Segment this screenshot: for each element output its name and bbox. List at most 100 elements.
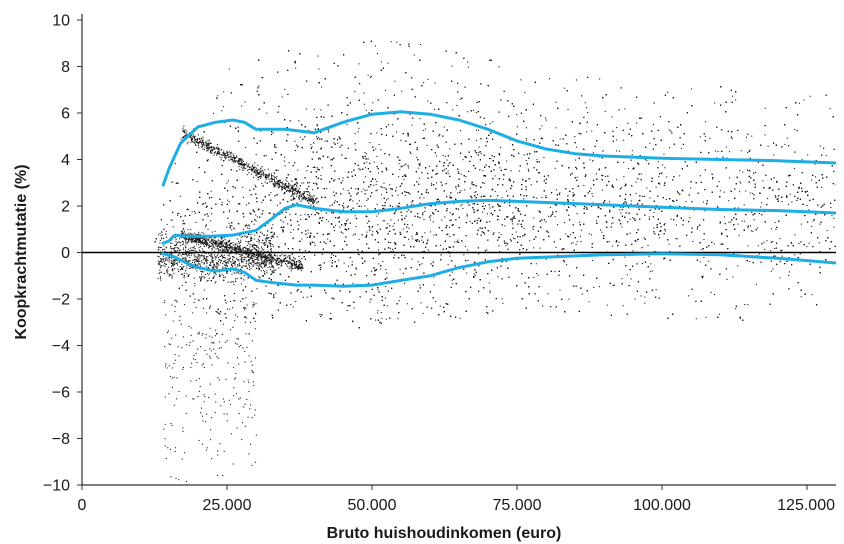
scatter-point [419, 43, 421, 45]
scatter-point [386, 305, 388, 307]
scatter-point [375, 183, 377, 185]
scatter-point [525, 159, 527, 161]
scatter-point [318, 136, 320, 138]
scatter-point [699, 261, 701, 263]
scatter-point [812, 220, 814, 222]
scatter-point [258, 242, 260, 244]
scatter-point [545, 197, 547, 199]
scatter-point [405, 236, 407, 238]
scatter-point [422, 214, 424, 216]
scatter-point [398, 159, 400, 161]
scatter-point [294, 140, 296, 142]
scatter-point [732, 276, 734, 278]
scatter-point [509, 178, 511, 180]
scatter-point [237, 223, 239, 225]
scatter-point [231, 229, 233, 231]
scatter-point [489, 221, 491, 223]
scatter-point [402, 272, 404, 274]
scatter-point [314, 209, 316, 211]
scatter-point [442, 154, 444, 156]
scatter-point [465, 176, 467, 178]
scatter-point [512, 212, 514, 214]
scatter-point [830, 207, 832, 209]
scatter-point [572, 199, 574, 201]
scatter-point [713, 243, 715, 245]
scatter-point [630, 200, 632, 202]
scatter-point [330, 312, 332, 314]
scatter-point [438, 135, 440, 137]
scatter-point [176, 246, 178, 248]
scatter-point [177, 213, 179, 215]
scatter-point [635, 240, 637, 242]
scatter-point [475, 129, 477, 131]
scatter-point [252, 166, 254, 168]
scatter-point [408, 209, 410, 211]
scatter-point [669, 251, 671, 253]
scatter-point [476, 194, 478, 196]
scatter-point [524, 233, 526, 235]
scatter-point [486, 249, 488, 251]
scatter-point [345, 157, 347, 159]
scatter-point [650, 263, 652, 265]
scatter-point [339, 226, 341, 228]
scatter-point [725, 146, 727, 148]
scatter-point [357, 188, 359, 190]
scatter-point [321, 253, 323, 255]
scatter-point [346, 124, 348, 126]
scatter-point [326, 219, 328, 221]
scatter-point [514, 217, 516, 219]
scatter-point [338, 259, 340, 261]
scatter-point [592, 152, 594, 154]
scatter-point [648, 255, 650, 257]
scatter-point [586, 131, 588, 133]
scatter-point [301, 182, 303, 184]
scatter-point [380, 311, 382, 313]
scatter-point [655, 289, 657, 291]
scatter-point [335, 224, 337, 226]
scatter-point [729, 177, 731, 179]
scatter-point [211, 196, 213, 198]
scatter-point [427, 78, 429, 80]
scatter-point [235, 278, 237, 280]
scatter-point [392, 124, 394, 126]
scatter-point [333, 191, 335, 193]
scatter-point [413, 54, 415, 56]
scatter-point [708, 260, 710, 262]
scatter-point [228, 211, 230, 213]
scatter-point [232, 242, 234, 244]
scatter-point [775, 228, 777, 230]
scatter-point [259, 235, 261, 237]
scatter-point [460, 190, 462, 192]
scatter-point [589, 159, 591, 161]
scatter-point [668, 243, 670, 245]
scatter-point [295, 265, 297, 267]
scatter-point [591, 234, 593, 236]
scatter-point [703, 239, 705, 241]
scatter-point [385, 285, 387, 287]
scatter-point [509, 239, 511, 241]
scatter-point [342, 177, 344, 179]
scatter-point [486, 213, 488, 215]
scatter-point [467, 111, 469, 113]
scatter-point [217, 95, 219, 97]
scatter-point [653, 227, 655, 229]
scatter-point [446, 234, 448, 236]
scatter-point [334, 194, 336, 196]
scatter-point [484, 233, 486, 235]
scatter-point [245, 204, 247, 206]
scatter-point [380, 61, 382, 63]
scatter-point [658, 161, 660, 163]
scatter-point [646, 159, 648, 161]
scatter-point [545, 195, 547, 197]
scatter-point [402, 176, 404, 178]
scatter-point [691, 88, 693, 90]
scatter-point [699, 175, 701, 177]
scatter-point [348, 171, 350, 173]
scatter-point [342, 232, 344, 234]
scatter-point [483, 182, 485, 184]
scatter-point [298, 255, 300, 257]
scatter-point [752, 230, 754, 232]
scatter-point [227, 180, 229, 182]
scatter-point [174, 163, 176, 165]
scatter-point [829, 108, 831, 110]
